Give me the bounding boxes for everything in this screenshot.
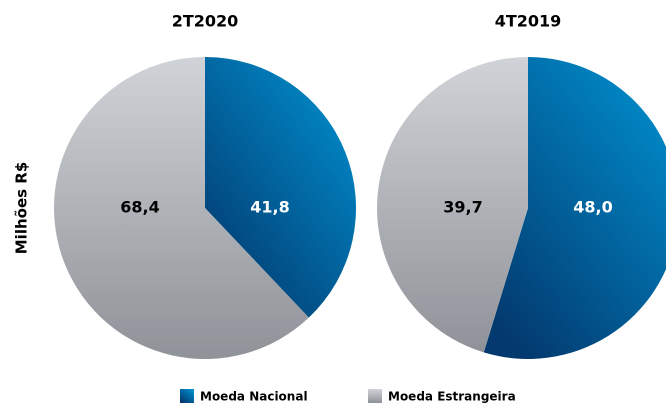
legend-label: Moeda Nacional [200, 390, 308, 404]
pie-slice [376, 56, 528, 353]
data-label: 48,0 [573, 198, 612, 217]
axis-label: Milhões R$ [13, 162, 31, 255]
data-label: 68,4 [120, 198, 159, 217]
data-label: 41,8 [250, 198, 289, 217]
pie-slice [483, 57, 666, 359]
data-label: 39,7 [443, 198, 482, 217]
legend-swatch [368, 389, 382, 403]
pie-slice [205, 57, 356, 318]
legend-label: Moeda Estrangeira [388, 390, 516, 404]
pie-title: 2T2020 [172, 12, 239, 31]
pie-title: 4T2019 [495, 12, 562, 31]
pie-slice [53, 56, 309, 359]
legend-swatch [180, 389, 194, 403]
